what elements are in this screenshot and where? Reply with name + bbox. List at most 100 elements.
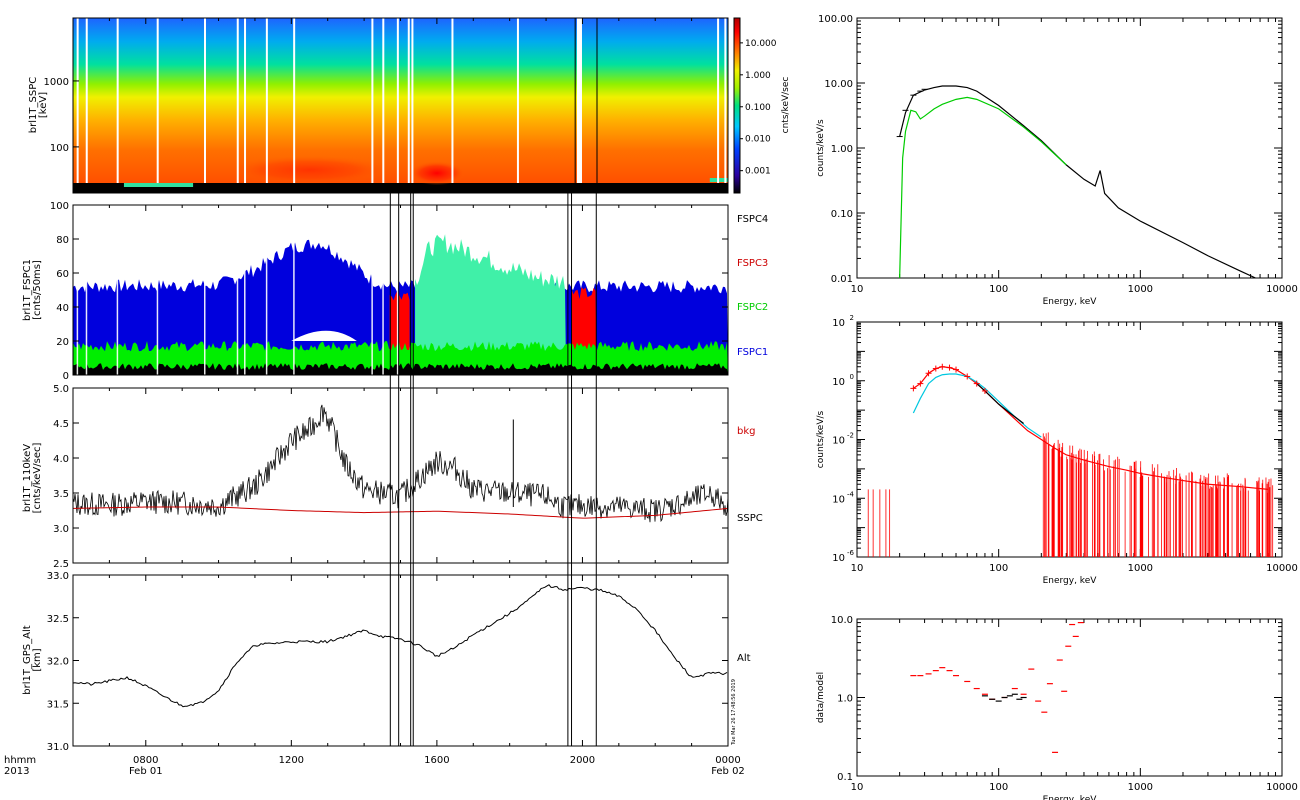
sspc-110-tick-label: 5.0 (53, 384, 69, 395)
gps-alt-tick-label: 33.0 (47, 571, 69, 582)
spectrum-counts-y-tick-label: 10.00 (824, 79, 853, 90)
fspc-legend-fspc1: FSPC1 (737, 347, 768, 358)
spectrogram-warm-band (229, 155, 390, 184)
legend-alt: Alt (737, 653, 751, 664)
spectrum-counts-y-tick-label: 0.01 (831, 274, 853, 285)
time-tick-label: 0000 (715, 755, 740, 766)
data-gap (293, 205, 295, 375)
spectrum-counts-xlabel: Energy, keV (1043, 297, 1098, 307)
data-gap (244, 18, 247, 183)
counts-spectrum-panel: 10 100 1000 10000 Energy, keV 0.01 0.10 1.00 10.… (816, 14, 1298, 307)
data-gap (396, 18, 399, 183)
fspc-tick-label: 60 (56, 269, 69, 280)
spectrum-counts-x-tick-label: 1000 (1128, 284, 1153, 295)
data-model-ratio-x-tick-label: 100 (989, 782, 1008, 793)
fspc-legend-fspc2: FSPC2 (737, 302, 768, 313)
data-gap (116, 18, 119, 183)
colorbar-label: cnts/keV/sec (781, 77, 791, 134)
event-lines (389, 18, 598, 746)
timestamp-label: Tue Mar 26 17:48:56 2019 (731, 679, 737, 746)
date-label: Feb 02 (711, 766, 745, 777)
gps-alt-frame (72, 574, 729, 747)
fspc-ylabel: brl1T_FSPC1[cnts/50ms] (22, 259, 43, 321)
data-gap (85, 18, 88, 183)
fspc-white-hump (291, 330, 357, 341)
data-gap (411, 18, 414, 183)
colorbar-tick-label: 10.000 (745, 39, 777, 49)
colorbar (733, 17, 741, 194)
spectrum-counts-x-tick-label: 10 (851, 284, 864, 295)
bkg-line (72, 506, 728, 519)
spectrum-counts-x-tick-label: 10000 (1266, 284, 1298, 295)
spectrum-counts-y-tick-label: 0.10 (831, 209, 853, 220)
spectrum-counts-ylabel: counts/keV/s (816, 119, 826, 177)
data-model-ratio-x-tick-label: 10000 (1266, 782, 1298, 793)
gps-alt-tick-label: 31.5 (47, 699, 69, 710)
fspc-legend-fspc4: FSPC4 (737, 214, 768, 225)
data-model-ratio-x-tick-label: 10 (851, 782, 864, 793)
spectrum-bkg-subtracted-y-tick-label: 10 (832, 318, 845, 329)
colorbar-tick-label: 0.100 (745, 103, 771, 113)
sspc-110kev-panel: 2.5 3.0 3.5 4.0 4.5 5.0 brl1T_110keV[cnts/keV/… (22, 384, 763, 570)
time-tick-label: 1600 (424, 755, 449, 766)
spectrum-bkg-subtracted-x-tick-label: 100 (989, 563, 1008, 574)
fspc-legend-fspc3: FSPC3 (737, 258, 768, 269)
spectrum-bkg-subtracted-ylabel: counts/keV/s (816, 410, 826, 468)
data-gap (236, 205, 239, 375)
fspc-tick-label: 0 (63, 371, 69, 382)
fspc-tick-label: 20 (56, 337, 69, 348)
sspc-110-tick-label: 4.0 (53, 454, 69, 465)
sspc-110-frame (72, 387, 729, 564)
date-label: Feb 01 (129, 766, 163, 777)
data-model-ratio-y-tick-label: 1.0 (837, 694, 853, 705)
data-gap (236, 18, 239, 183)
data-gap (451, 18, 454, 183)
data-gap (382, 205, 384, 375)
data-gap (293, 18, 296, 183)
spectrum-bkg-subtracted-y-tick-exponent: -2 (847, 432, 854, 440)
spectrum-bkg-subtracted-y-tick-label: 10 (832, 494, 845, 505)
spectrum-counts-frame (856, 17, 1283, 279)
data-model-ratio-x-tick-label: 1000 (1128, 782, 1153, 793)
sspc-110-tick-label: 2.5 (53, 559, 69, 570)
colorbar-tick-label: 1.000 (745, 71, 771, 81)
spectrum-bkg-subtracted-y-tick-label: 10 (832, 377, 845, 388)
fspc2-burst-area (415, 234, 567, 375)
gps-alt-tick-label: 32.0 (47, 657, 69, 668)
data-gap (396, 205, 399, 375)
data-gap (265, 18, 268, 183)
data-gap (371, 205, 373, 375)
data-gap (204, 205, 206, 375)
data-gap (76, 205, 79, 375)
fspc-tick-label: 40 (56, 303, 69, 314)
data-model-ratio-xlabel: Energy, keV (1043, 795, 1098, 800)
data-gap (516, 18, 519, 183)
data-gap (204, 18, 206, 183)
time-tick-label: 0800 (133, 755, 158, 766)
spectrum-counts-x-tick-label: 100 (989, 284, 1008, 295)
data-gap (407, 18, 410, 183)
data-model-ratio-ylabel: data/model (816, 672, 826, 723)
spectrum-bkg-subtracted-y-tick-exponent: 2 (850, 314, 854, 322)
sspc-110-tick-label: 3.5 (53, 489, 69, 500)
data-model-ratio-frame (856, 618, 1283, 777)
data-gap (371, 18, 374, 183)
spectrum-bkg-subtracted-x-tick-label: 10000 (1266, 563, 1298, 574)
spectrum-counts-y-tick-label: 100.00 (818, 14, 853, 25)
spectrogram-hot-spot (408, 161, 465, 186)
time-axis-header-top: hhmm (4, 755, 36, 766)
data-gap (156, 18, 159, 183)
data-model-ratio-panel: 10 100 1000 10000 Energy, keV 0.1 1.0 10.0 data/… (816, 615, 1298, 800)
sspc-110-tick-label: 4.5 (53, 419, 69, 430)
data-gap (76, 18, 79, 183)
left-panels: 1001000brl1T_SSPC[keV]10.0001.0000.1000.… (4, 17, 791, 777)
spectrogram-lowband (73, 183, 728, 193)
spectrogram-ylabel: brl1T_SSPC[keV] (28, 77, 49, 133)
data-gap (156, 205, 159, 375)
spectrum-bkg-subtracted-x-tick-label: 10 (851, 563, 864, 574)
fspc-tick-label: 100 (50, 201, 69, 212)
data-gap (116, 205, 119, 375)
